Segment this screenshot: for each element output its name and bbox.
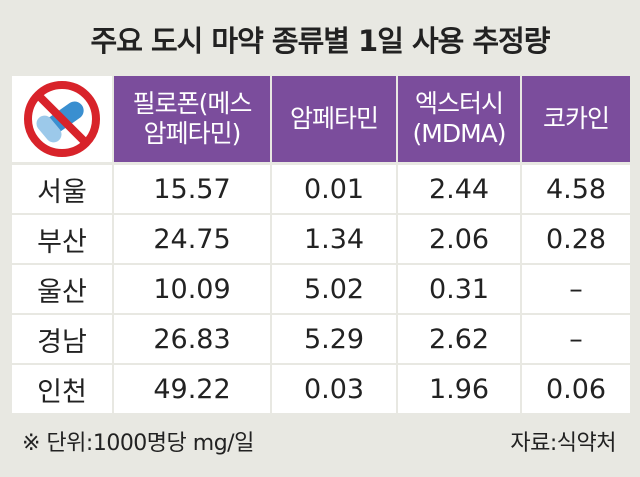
icon (24, 81, 100, 157)
cell-value: 15.57 (114, 165, 270, 213)
cell-value: 0.31 (398, 265, 520, 313)
cell-value: 0.01 (272, 165, 396, 213)
cell-value: – (522, 315, 630, 363)
row-label: 울산 (12, 265, 112, 313)
note: ※ 단위:1000명당 mg/일 (22, 431, 254, 456)
ban-line (35, 92, 89, 146)
header-line: 엑스터시 (414, 89, 504, 118)
cell-value: 24.75 (114, 215, 270, 263)
cell-value: 2.62 (398, 315, 520, 363)
no-drug-icon (12, 76, 112, 162)
ban-circle (24, 81, 100, 157)
row-label: 서울 (12, 165, 112, 213)
cell-value: 2.44 (398, 165, 520, 213)
cell-value: 49.22 (114, 365, 270, 413)
column-header: 암페타민 (272, 76, 396, 162)
cell-value: 1.34 (272, 215, 396, 263)
cell-value: 2.06 (398, 215, 520, 263)
header-line: 암페타민) (143, 119, 242, 148)
cell-value: 26.83 (114, 315, 270, 363)
header-line: 필로폰(메스 (132, 89, 253, 118)
column-header: 코카인 (522, 76, 630, 162)
cell-value: 5.02 (272, 265, 396, 313)
cell-value: 0.28 (522, 215, 630, 263)
row-label: 부산 (12, 215, 112, 263)
header-line: 코카인 (542, 104, 610, 133)
row-label: 경남 (12, 315, 112, 363)
cell-value: 4.58 (522, 165, 630, 213)
pill (36, 115, 62, 143)
cell-value: 10.09 (114, 265, 270, 313)
column-header: 필로폰(메스 암페타민) (114, 76, 270, 162)
cell-value: 0.06 (522, 365, 630, 413)
cell-value: 5.29 (272, 315, 396, 363)
cell-value: – (522, 265, 630, 313)
header-line: (MDMA) (412, 119, 507, 148)
source: 자료:식약처 (510, 431, 616, 456)
cell-value: 0.03 (272, 365, 396, 413)
column-header: 엑스터시 (MDMA) (398, 76, 520, 162)
row-label: 인천 (12, 365, 112, 413)
header-line: 암페타민 (289, 104, 379, 133)
title: 주요 도시 마약 종류별 1일 사용 추정량 (90, 24, 551, 58)
cell-value: 1.96 (398, 365, 520, 413)
